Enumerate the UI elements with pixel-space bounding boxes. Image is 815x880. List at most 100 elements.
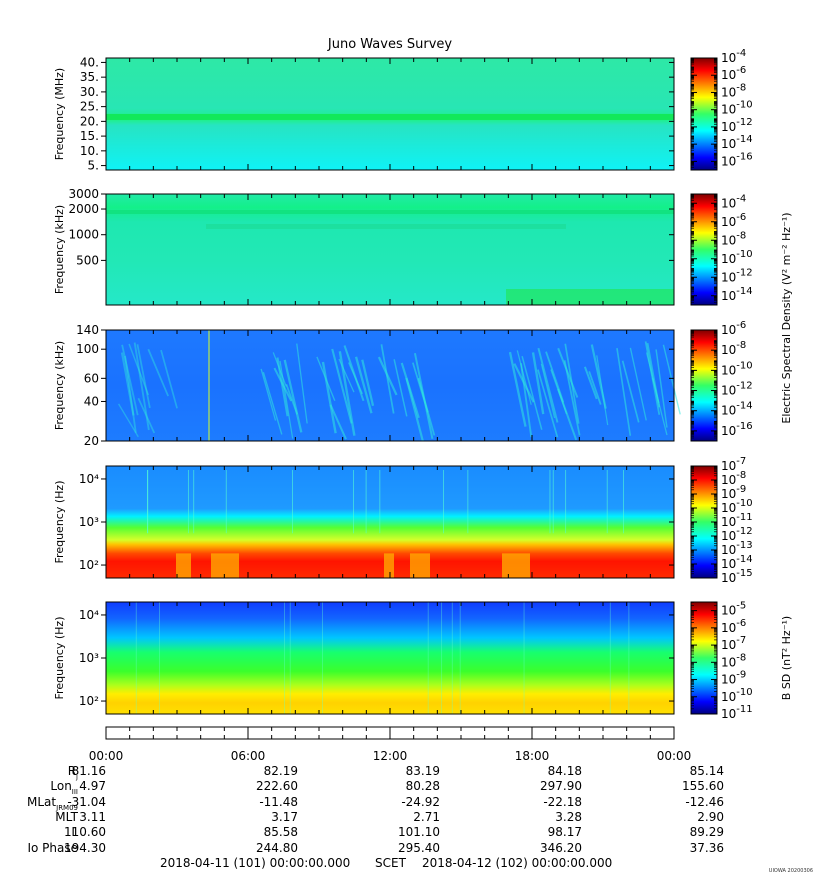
y-tick-label: 1000 [68, 228, 99, 242]
type-iii-burst-streak [128, 343, 150, 396]
ephemeris-value: 4.97 [79, 779, 106, 794]
type-iii-burst-streak [537, 369, 559, 438]
type-iii-burst-streak [160, 349, 178, 409]
intensity-gap [211, 553, 239, 578]
colorbar-tick-label: 10-12 [721, 526, 753, 543]
ephemeris-value: 194.30 [64, 840, 106, 855]
footer-start-time: 2018-04-11 (101) 00:00:00.000 [160, 856, 351, 870]
y-tick-label: 2000 [68, 202, 99, 216]
colorbar-tick-label: 10-15 [721, 568, 753, 585]
type-iii-burst-streak [285, 383, 298, 415]
type-iii-burst-streak [329, 404, 347, 440]
colorbar-tick-label: 10-4 [721, 48, 746, 65]
type-iii-burst-streak [583, 366, 598, 400]
spectrogram-panel-1: 40.35.30.25.20.15.10.5. Frequency (MHz) [53, 55, 675, 173]
colorbar-tick-label: 10-14 [721, 286, 753, 303]
time-tick-label: 00:00 [657, 749, 692, 763]
y-tick-label: 3000 [68, 187, 99, 201]
emission-band-21mhz [106, 113, 674, 120]
y-tick-label: 10² [79, 694, 99, 708]
ephemeris-value: 89.29 [689, 825, 724, 840]
type-iii-burst-streak [393, 359, 408, 417]
y-tick-label: 10³ [79, 515, 99, 529]
emission-band-1100khz [206, 224, 566, 229]
ephemeris-value: 155.60 [682, 779, 724, 794]
y-tick-label: 10⁴ [79, 608, 99, 622]
type-iii-burst-streak [655, 349, 668, 428]
colorbar-tick-label: 10-13 [721, 540, 753, 557]
colorbar-tick-label: 10-11 [721, 512, 753, 529]
colorbar-tick-label: 10-8 [721, 470, 746, 487]
colorbar-tick-label: 10-10 [721, 100, 753, 117]
type-iii-burst-streak [629, 347, 647, 421]
colorbar-label: Electric Spectral Density (V² m⁻² Hz⁻¹) [780, 212, 793, 423]
intensity-gap [502, 553, 530, 578]
colorbar-tick-label: 10-6 [721, 618, 746, 635]
emission-band-1800khz [106, 210, 674, 214]
colorbar-tick-label: 10-14 [721, 134, 753, 151]
footer-end-time: 2018-04-12 (102) 00:00:00.000 [422, 856, 613, 870]
colorbar-tick-label: 10-6 [721, 212, 746, 229]
time-tick-label: 18:00 [515, 749, 550, 763]
type-iii-burst-streak [417, 377, 436, 436]
type-iii-burst-streak [147, 348, 169, 397]
colorbar-tick-label: 10-8 [721, 230, 746, 247]
ephemeris-value: 84.18 [547, 764, 582, 778]
ephemeris-value: 98.17 [547, 825, 582, 840]
y-tick-label: 40 [84, 394, 99, 408]
y-axis-label: Frequency (kHz) [53, 205, 66, 294]
y-tick-label: 500 [76, 253, 99, 267]
colorbar-tick-label: 10-11 [721, 704, 753, 721]
colorbar-label: B SD (nT² Hz⁻¹) [780, 616, 793, 700]
type-iii-burst-streak [550, 369, 568, 415]
ephemeris-label: Rj [67, 764, 78, 781]
colorbar-tick-label: 10-12 [721, 117, 753, 134]
type-iii-burst-streak [513, 363, 535, 403]
ephemeris-value: 37.36 [689, 840, 724, 855]
colorbar-tick-label: 10-9 [721, 670, 746, 687]
spectrogram-panel-3-image [106, 330, 674, 441]
y-tick-label: 15. [80, 129, 99, 143]
colorbar-tick-label: 10-8 [721, 82, 746, 99]
type-iii-burst-streak [272, 352, 287, 387]
type-iii-burst-streak [133, 342, 150, 431]
spectrogram-panel-5-image [106, 602, 674, 714]
y-tick-label: 5. [88, 159, 99, 173]
type-iii-burst-streak [331, 348, 353, 424]
colorbar-tick-label: 10-7 [721, 456, 746, 473]
colorbar-tick-label: 10-8 [721, 340, 746, 357]
spectrogram-panel-3: 140 100 60 40 20 Frequency (kHz) [53, 323, 681, 448]
ephemeris-value: -12.46 [685, 794, 724, 809]
intensity-gap [384, 553, 394, 578]
ephemeris-label: Io Phase [27, 840, 78, 855]
ephemeris-label: LonIII [50, 779, 78, 797]
type-iii-burst-streak [508, 351, 527, 427]
spectrogram-panel-4: 10⁴ 10³ 10² Frequency (Hz) [53, 465, 675, 579]
intensity-gap [410, 553, 430, 578]
ephemeris-value: 83.19 [405, 764, 440, 778]
time-tick-label: 06:00 [231, 749, 266, 763]
type-iii-burst-streak [283, 359, 303, 433]
y-tick-label: 20 [84, 434, 99, 448]
intensity-gap [176, 553, 191, 578]
type-iii-burst-streak [117, 403, 139, 438]
colorbar-tick-label: 10-16 [721, 151, 753, 168]
type-iii-burst-streak [354, 356, 373, 414]
type-iii-burst-streak [121, 344, 139, 416]
version-stamp: UIOWA 20200306 [768, 868, 813, 874]
footer-scet-label: SCET [375, 856, 406, 870]
colorbar-3: 10-6 10-8 10-10 10-12 10-14 10-16 [690, 320, 753, 442]
y-axis-label: Frequency (kHz) [53, 341, 66, 430]
type-iii-burst-streak [343, 345, 365, 402]
type-iii-burst-streak [645, 352, 660, 404]
ephemeris-value: 244.80 [256, 840, 298, 855]
y-tick-label: 140 [76, 323, 99, 337]
ephemeris-value: -11.48 [259, 794, 298, 809]
y-tick-label: 25. [80, 100, 99, 114]
ephemeris-value: -31.04 [67, 794, 106, 809]
ephemeris-value: 295.40 [398, 840, 440, 855]
colorbar-tick-label: 10-6 [721, 320, 746, 337]
type-iii-burst-streak [520, 363, 533, 438]
